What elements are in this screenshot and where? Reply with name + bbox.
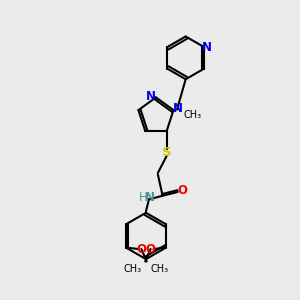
Text: N: N (173, 102, 183, 116)
Text: N: N (145, 191, 154, 204)
Text: H: H (139, 191, 147, 204)
Text: N: N (146, 90, 156, 103)
Text: O: O (177, 184, 187, 197)
Text: CH₃: CH₃ (124, 265, 142, 275)
Text: S: S (162, 146, 172, 159)
Text: CH₃: CH₃ (150, 265, 168, 275)
Text: O: O (136, 242, 146, 256)
Text: O: O (146, 242, 156, 256)
Text: N: N (202, 41, 212, 54)
Text: CH₃: CH₃ (184, 110, 202, 120)
